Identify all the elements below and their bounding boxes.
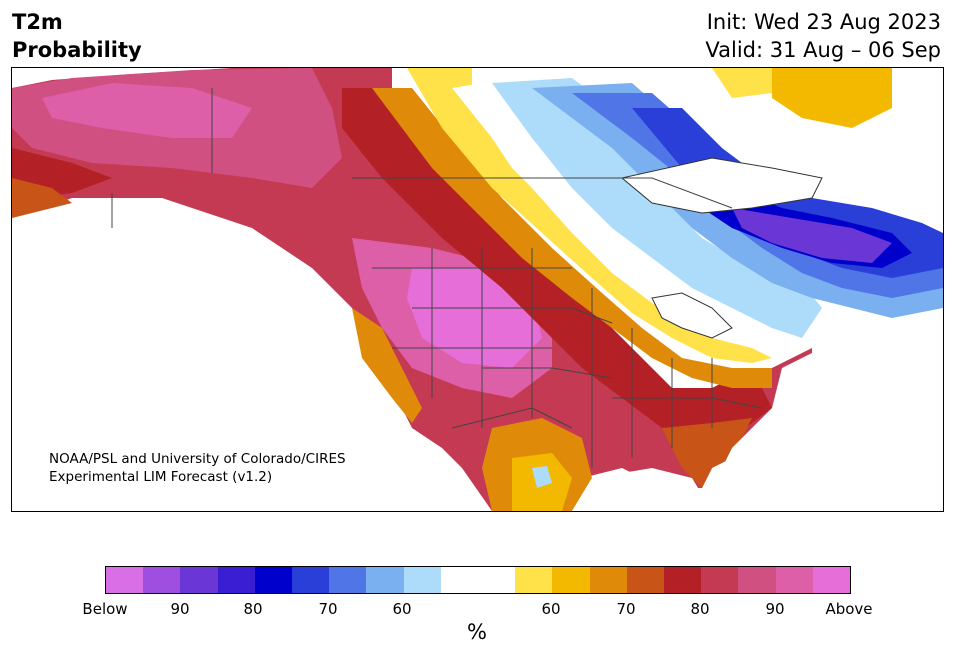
colorbar-cell xyxy=(217,567,255,593)
colorbar-tick-label: 70 xyxy=(616,600,636,618)
map-title: T2m Probability xyxy=(12,8,142,64)
colorbar-cell xyxy=(440,567,479,593)
colorbar-cell xyxy=(589,567,627,593)
colorbar-tick-label: Above xyxy=(825,600,873,618)
colorbar-cell xyxy=(664,567,702,593)
colorbar-cell xyxy=(812,567,851,593)
colorbar-tick-label: Below xyxy=(82,600,128,618)
water-hudson-bay xyxy=(620,157,823,214)
colorbar-tick-label: 70 xyxy=(318,600,338,618)
valid-dates: Valid: 31 Aug – 06 Sep xyxy=(705,38,941,62)
colorbar-cell xyxy=(515,567,553,593)
colorbar-tick-label: 60 xyxy=(392,600,412,618)
land-magenta-alaska xyxy=(42,83,252,138)
land-paleyellow-greenland xyxy=(712,68,772,98)
water-great-lakes xyxy=(651,292,733,339)
colorbar-cell xyxy=(180,567,218,593)
colorbar-cell xyxy=(701,567,739,593)
water-pacific xyxy=(12,218,442,511)
land-orange-southeast xyxy=(662,418,752,488)
colorbar-cell xyxy=(775,567,813,593)
colorbar-cell xyxy=(292,567,330,593)
land-lightblue-texas xyxy=(532,466,552,488)
colorbar-cell xyxy=(478,567,516,593)
colorbar-cell xyxy=(626,567,665,593)
map-svg xyxy=(12,68,943,511)
borders xyxy=(111,88,763,468)
land-yellow-band xyxy=(407,68,772,363)
forecast-map xyxy=(11,67,944,512)
colorbar-tick-label: 80 xyxy=(243,600,263,618)
colorbar-cell xyxy=(366,567,404,593)
land-orange-alaska-coast xyxy=(12,178,72,218)
init-date: Init: Wed 23 Aug 2023 xyxy=(706,10,941,34)
colorbar-cell xyxy=(254,567,293,593)
water-gulf xyxy=(572,468,712,511)
title-line-2: Probability xyxy=(12,38,142,62)
colorbar-cell xyxy=(143,567,181,593)
colorbar-cell xyxy=(552,567,590,593)
colorbar-tick-label: 80 xyxy=(690,600,710,618)
land-purple-core xyxy=(732,208,892,263)
credit-text: NOAA/PSL and University of Colorado/CIRE… xyxy=(49,450,346,486)
colorbar-tick-label: 60 xyxy=(541,600,561,618)
credit-line-1: NOAA/PSL and University of Colorado/CIRE… xyxy=(49,451,346,467)
water-atlantic xyxy=(712,328,943,511)
land-lightblue-band xyxy=(492,78,822,338)
colorbar xyxy=(105,566,851,594)
colorbar-cell xyxy=(329,567,367,593)
colorbar-unit: % xyxy=(467,620,487,644)
colorbar-cell xyxy=(403,567,441,593)
title-line-1: T2m xyxy=(12,10,63,34)
land-yellow-greenland xyxy=(772,68,892,128)
colorbar-tick-label: 90 xyxy=(170,600,190,618)
credit-line-2: Experimental LIM Forecast (v1.2) xyxy=(49,469,273,485)
colorbar-cell xyxy=(738,567,776,593)
colorbar-cell xyxy=(106,567,144,593)
land-white-band xyxy=(452,78,782,348)
land-orange-california xyxy=(352,308,422,423)
colorbar-tick-label: 90 xyxy=(765,600,785,618)
date-info: Init: Wed 23 Aug 2023 Valid: 31 Aug – 06… xyxy=(705,8,941,64)
